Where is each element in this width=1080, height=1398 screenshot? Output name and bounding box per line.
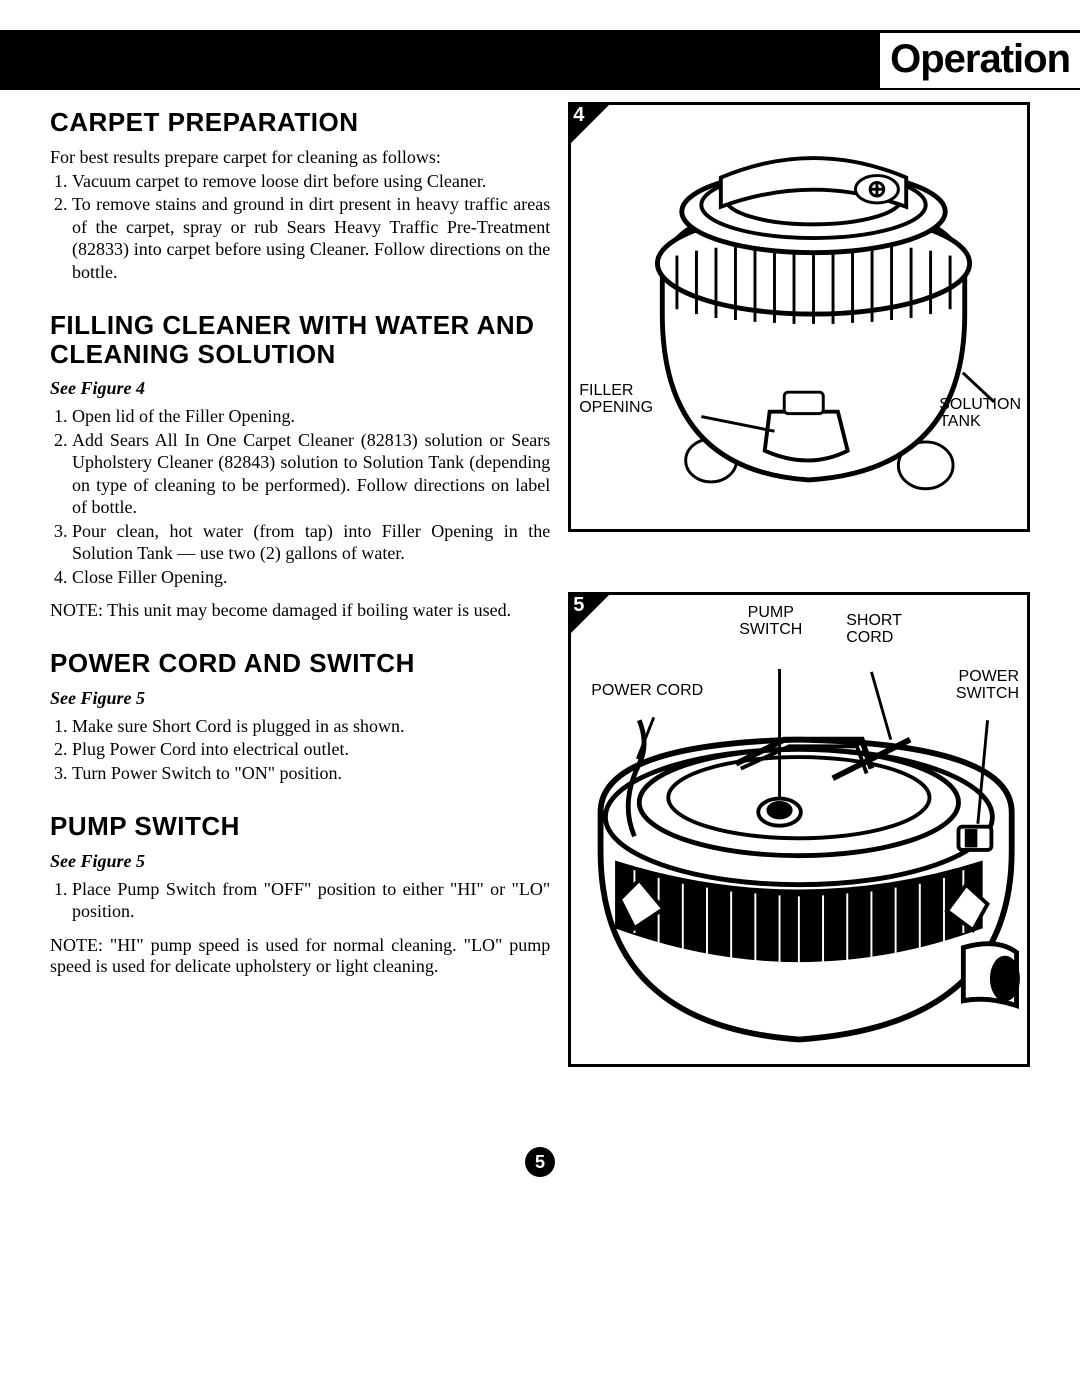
section-heading: POWER CORD AND SWITCH [50,649,550,678]
list-item: Add Sears All In One Carpet Cleaner (828… [72,429,550,519]
figure-label-power-cord: POWER CORD [591,683,703,700]
figure-number-badge: 5 [568,592,612,636]
list-item: Close Filler Opening. [72,566,550,589]
list-item: Vacuum carpet to remove loose dirt befor… [72,170,550,193]
figure-number-badge: 4 [568,102,612,146]
list-item: Make sure Short Cord is plugged in as sh… [72,715,550,738]
cleaner-tank-illustration [577,119,1021,519]
intro-text: For best results prepare carpet for clea… [50,147,550,168]
header-title: Operation [880,33,1080,88]
see-figure-ref: See Figure 5 [50,688,550,709]
section-filling-cleaner: FILLING CLEANER WITH WATER AND CLEANING … [50,311,550,621]
list-item: Turn Power Switch to "ON" position. [72,762,550,785]
see-figure-ref: See Figure 4 [50,378,550,399]
figure-label-filler-opening: FILLER OPENING [579,383,653,417]
step-list: Make sure Short Cord is plugged in as sh… [72,715,550,785]
list-item: Plug Power Cord into electrical outlet. [72,738,550,761]
note-text: NOTE: "HI" pump speed is used for normal… [50,935,550,977]
step-list: Open lid of the Filler Opening. Add Sear… [72,405,550,588]
section-heading: FILLING CLEANER WITH WATER AND CLEANING … [50,311,550,368]
step-list: Place Pump Switch from "OFF" position to… [72,878,550,923]
figure-label-solution-tank: SOLUTION TANK [939,397,1021,431]
page-number: 5 [525,1147,555,1177]
list-item: Open lid of the Filler Opening. [72,405,550,428]
figure-label-short-cord: SHORT CORD [846,613,902,647]
figure-4: 4 [568,102,1030,532]
section-heading: PUMP SWITCH [50,812,550,841]
right-column: 4 [568,102,1030,1067]
list-item: Place Pump Switch from "OFF" position to… [72,878,550,923]
left-column: CARPET PREPARATION For best results prep… [50,102,550,1067]
section-carpet-preparation: CARPET PREPARATION For best results prep… [50,108,550,283]
figure-5: 5 [568,592,1030,1067]
section-heading: CARPET PREPARATION [50,108,550,137]
figure-label-pump-switch: PUMP SWITCH [739,605,802,639]
see-figure-ref: See Figure 5 [50,851,550,872]
section-power-cord: POWER CORD AND SWITCH See Figure 5 Make … [50,649,550,784]
note-text: NOTE: This unit may become damaged if bo… [50,600,550,621]
figure-label-power-switch: POWER SWITCH [956,669,1019,703]
section-pump-switch: PUMP SWITCH See Figure 5 Place Pump Swit… [50,812,550,977]
content-columns: CARPET PREPARATION For best results prep… [50,102,1030,1067]
cleaner-top-illustration [577,609,1021,1054]
header-bar: Operation [0,30,1080,90]
list-item: To remove stains and ground in dirt pres… [72,193,550,283]
step-list: Vacuum carpet to remove loose dirt befor… [72,170,550,284]
list-item: Pour clean, hot water (from tap) into Fi… [72,520,550,565]
